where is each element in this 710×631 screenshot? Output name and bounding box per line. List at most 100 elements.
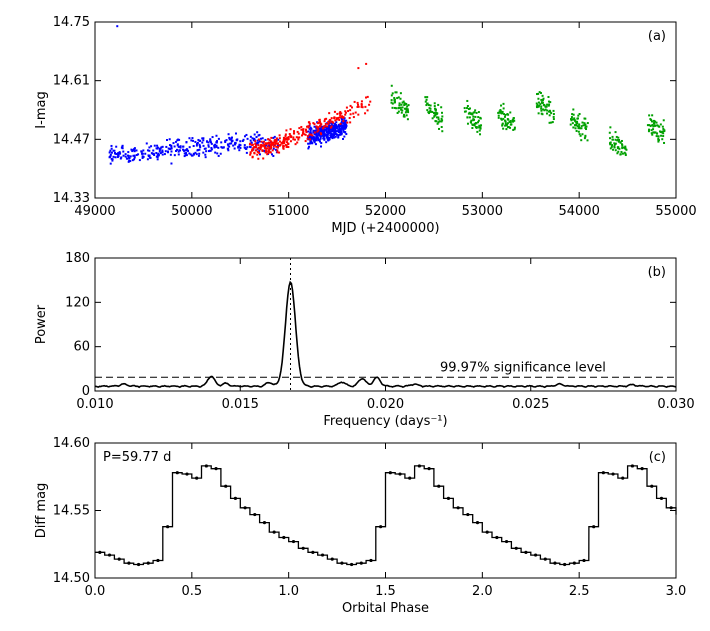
phase-bin-point [175, 471, 179, 475]
phase-bin-point [592, 525, 596, 529]
data-point-green [653, 122, 656, 125]
data-point-green [571, 122, 574, 125]
data-point-red [335, 117, 338, 120]
data-point-blue [255, 143, 258, 146]
data-point-blue [334, 124, 337, 127]
data-point-blue [228, 142, 231, 145]
data-point-blue [235, 138, 238, 141]
data-point-red [318, 118, 321, 121]
data-point-blue [142, 149, 145, 152]
data-point-red [330, 120, 333, 123]
data-point-blue [250, 141, 253, 144]
data-point-green [541, 101, 544, 104]
data-point-blue [253, 133, 256, 136]
data-point-blue [253, 137, 256, 140]
0-xtick-label: 49000 [74, 204, 115, 219]
data-point-blue [325, 128, 328, 131]
data-point-blue [317, 132, 320, 135]
data-point-green [550, 121, 553, 124]
data-point-red [344, 111, 347, 114]
data-point-blue [207, 141, 210, 144]
data-point-blue [309, 129, 312, 132]
data-point-blue [155, 152, 158, 155]
significance-label: 99.97% significance level [440, 360, 606, 375]
data-point-red [333, 110, 336, 113]
data-point-blue [243, 146, 246, 149]
data-point-blue [337, 131, 340, 134]
2-xtick-label: 1.0 [278, 584, 299, 599]
data-point-red [259, 148, 262, 151]
data-point-blue [319, 137, 322, 140]
data-point-blue [220, 146, 223, 149]
data-point-red [271, 149, 274, 152]
data-point-red [268, 146, 271, 149]
data-point-green [616, 139, 619, 142]
data-point-green [433, 102, 436, 105]
data-point-green [503, 119, 506, 122]
data-point-red [302, 132, 305, 135]
data-point-green [506, 123, 509, 126]
data-point-green [440, 126, 443, 129]
data-point-red [317, 126, 320, 129]
data-point-red [257, 157, 260, 160]
data-point-green [398, 104, 401, 107]
data-point-blue [309, 139, 312, 142]
data-point-green [661, 131, 664, 134]
data-point-blue [343, 125, 346, 128]
phase-bin-point [533, 553, 538, 557]
0-ytick-label: 14.33 [53, 191, 90, 206]
data-point-blue [156, 158, 159, 161]
data-point-blue [261, 137, 264, 140]
data-point-blue [157, 152, 160, 155]
data-point-green [472, 119, 475, 122]
data-point-blue [109, 153, 112, 156]
data-point-red [293, 138, 296, 141]
data-point-blue [150, 152, 153, 155]
data-point-green [440, 111, 443, 114]
data-point-blue [213, 144, 216, 147]
data-point-blue [209, 139, 212, 142]
data-point-green [399, 97, 402, 100]
data-point-blue [214, 151, 217, 154]
data-point-green [576, 117, 579, 120]
data-point-blue [110, 151, 113, 154]
phase-bin-point [340, 561, 344, 565]
data-point-green [393, 98, 396, 101]
data-point-green [608, 131, 611, 134]
data-point-red [269, 143, 272, 146]
data-point-red [356, 105, 359, 108]
data-point-green [537, 92, 540, 95]
data-point-green [404, 107, 407, 110]
data-point-red [297, 138, 300, 141]
data-point-green [463, 107, 466, 110]
data-point-green [581, 133, 584, 136]
data-point-green [650, 119, 653, 122]
data-point-green [609, 126, 612, 129]
data-point-green [397, 110, 400, 113]
data-point-blue [272, 147, 275, 150]
data-point-blue [332, 126, 335, 129]
data-point-green [406, 108, 409, 111]
data-point-green [499, 110, 502, 113]
phase-bin-point [446, 496, 451, 500]
data-point-green [390, 94, 393, 97]
1-ytick-label: 120 [65, 295, 90, 310]
data-point-blue [199, 139, 202, 142]
data-point-blue [312, 139, 315, 142]
data-point-green [654, 120, 657, 123]
data-point-green [433, 114, 436, 117]
data-point-red [318, 120, 321, 123]
data-point-green [473, 111, 476, 114]
data-point-blue [328, 127, 331, 130]
data-point-green [572, 108, 575, 111]
phase-bin-point [291, 539, 296, 544]
data-point-green [407, 104, 410, 107]
data-point-green [402, 100, 405, 103]
data-point-green [662, 132, 665, 135]
data-point-green [403, 102, 406, 105]
data-point-blue [173, 154, 176, 157]
data-point-blue [317, 139, 320, 142]
data-point-green [574, 120, 577, 123]
data-point-red [349, 104, 352, 107]
data-point-red [344, 110, 347, 113]
